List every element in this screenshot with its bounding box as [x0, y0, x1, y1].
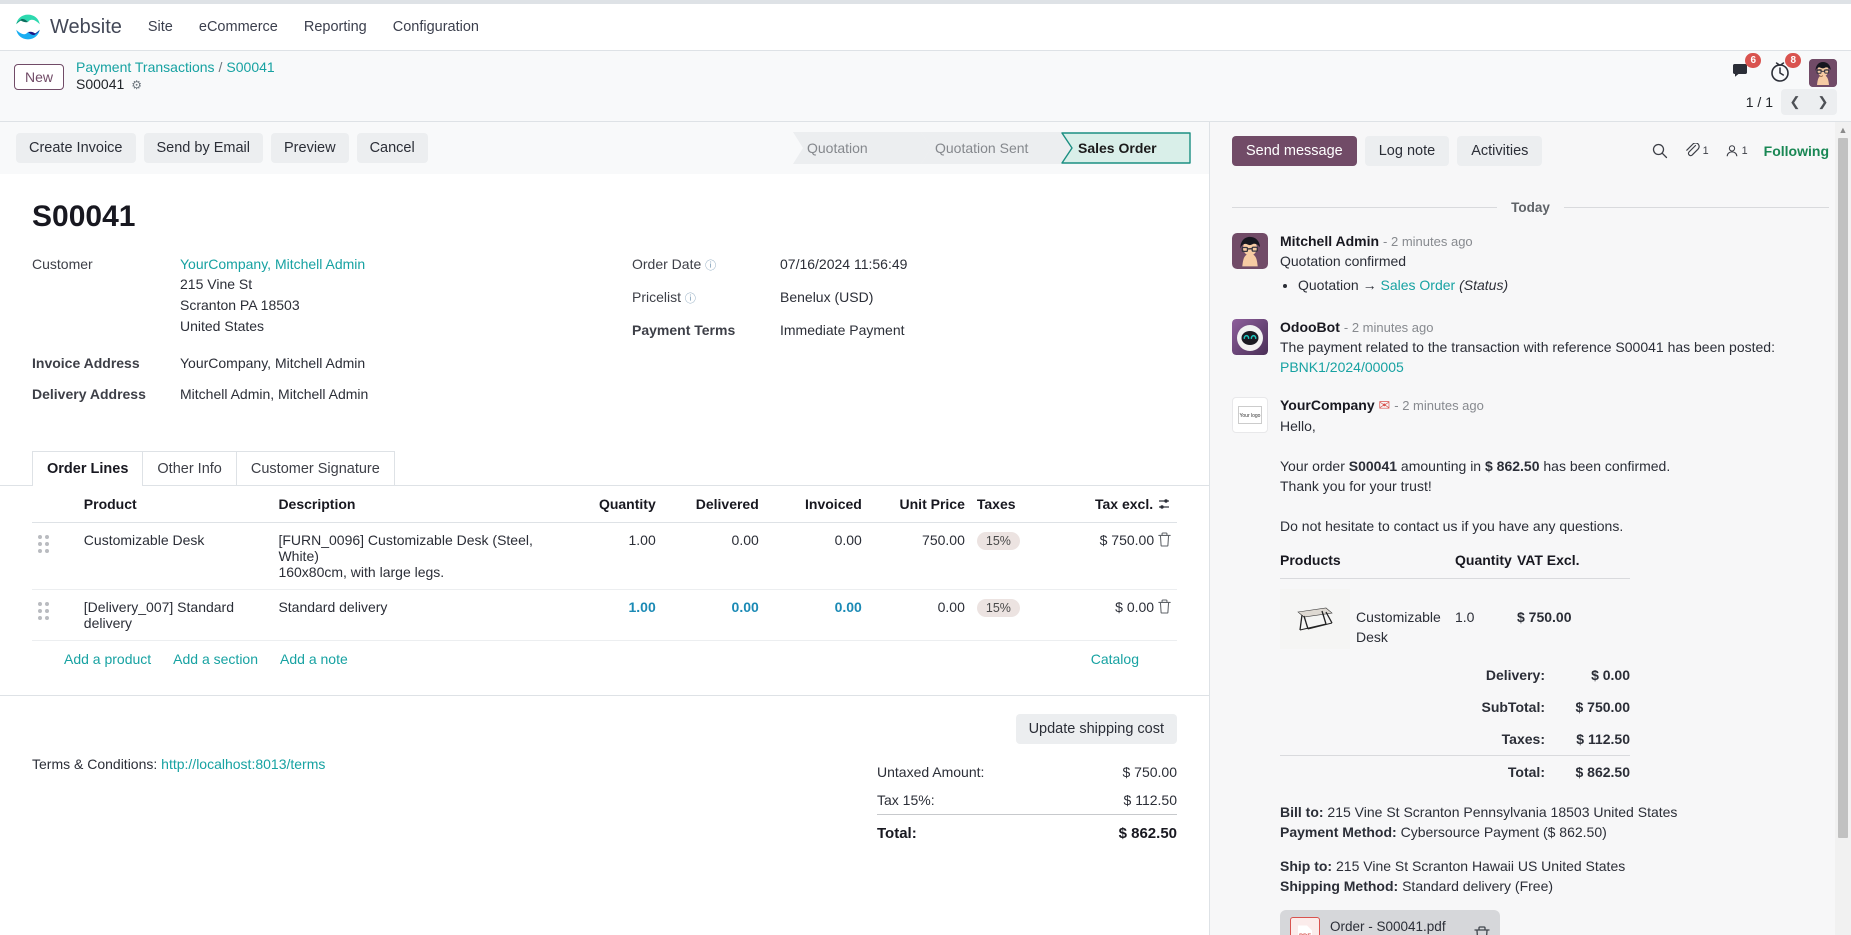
svg-text:Sales Order: Sales Order — [1078, 140, 1157, 156]
svg-text:Your logo: Your logo — [1240, 413, 1261, 419]
svg-text:Quotation: Quotation — [807, 140, 868, 156]
svg-text:Quotation Sent: Quotation Sent — [935, 140, 1029, 156]
